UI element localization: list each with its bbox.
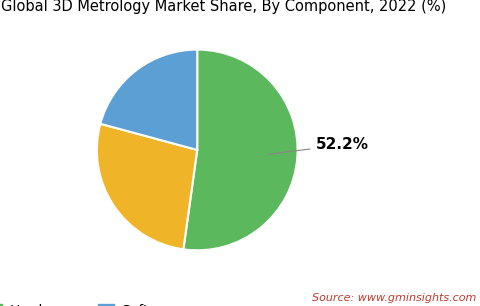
Legend: Hardware, Software: Hardware, Software [0, 298, 188, 306]
Text: Global 3D Metrology Market Share, By Component, 2022 (%): Global 3D Metrology Market Share, By Com… [1, 0, 446, 13]
Wedge shape [183, 50, 297, 250]
Wedge shape [100, 50, 197, 150]
Wedge shape [96, 124, 197, 249]
Text: Source: www.gminsights.com: Source: www.gminsights.com [311, 293, 475, 303]
Text: 52.2%: 52.2% [267, 137, 368, 154]
